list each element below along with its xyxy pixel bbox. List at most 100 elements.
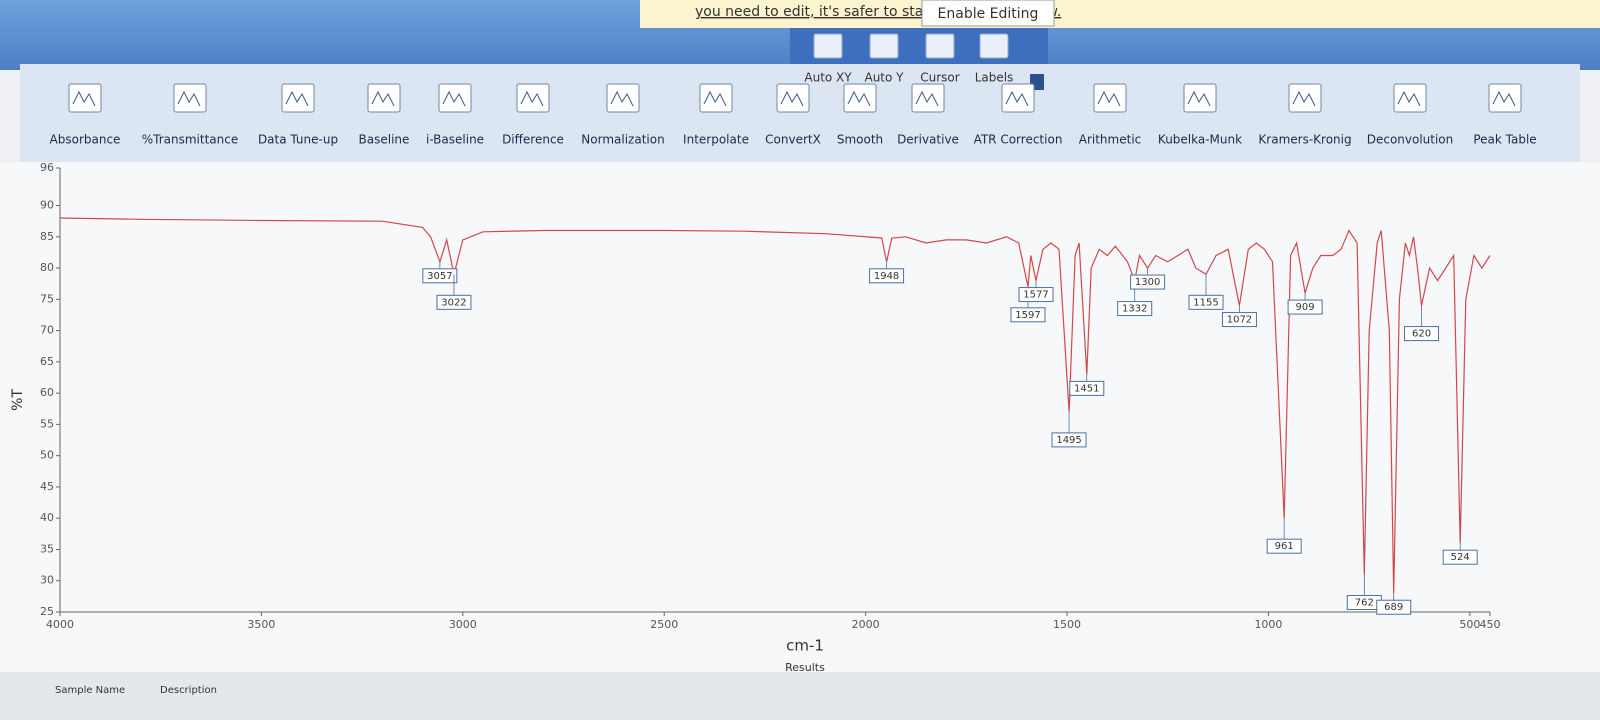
tool-glyph[interactable] (520, 90, 544, 107)
x-tick-label: 2000 (852, 618, 880, 631)
tool-glyph[interactable] (72, 90, 96, 107)
peak-label-box (1010, 307, 1046, 323)
sample-name-header[interactable]: Sample Name (55, 685, 125, 696)
peak-label: 1577 (1023, 290, 1048, 301)
enable-editing-label[interactable]: Enable Editing (938, 6, 1039, 22)
tool-icon[interactable] (438, 83, 472, 113)
y-tick-label: 40 (40, 511, 54, 524)
tool-label[interactable]: Arithmetic (1079, 133, 1142, 147)
tool-label[interactable]: Derivative (897, 133, 959, 147)
results-caption: Results (785, 661, 825, 674)
peak-label: 1300 (1135, 277, 1160, 288)
tool-icon[interactable] (699, 83, 733, 113)
y-tick-label: 80 (40, 261, 54, 274)
tool-icon[interactable] (1488, 83, 1522, 113)
y-tick-label: 50 (40, 449, 54, 462)
enable-editing-button[interactable] (921, 0, 1055, 27)
tool-label[interactable]: Kramers-Kronig (1258, 133, 1351, 147)
tool-icon[interactable] (516, 83, 550, 113)
peak-label: 762 (1355, 597, 1374, 608)
tool-label[interactable]: Difference (502, 133, 564, 147)
y-tick-label: 45 (40, 480, 54, 493)
x-tick-label: 3000 (449, 618, 477, 631)
x-tick-label: 500 (1459, 618, 1480, 631)
tool-icon[interactable] (911, 83, 945, 113)
tool-icon[interactable] (1093, 83, 1127, 113)
tool-icon[interactable] (367, 83, 401, 113)
tool-label[interactable]: i-Baseline (426, 133, 484, 147)
view-tool-label[interactable]: Auto Y (864, 71, 904, 85)
peak-label-box (1069, 380, 1105, 396)
peak-label: 1072 (1227, 315, 1252, 326)
peak-label: 3022 (441, 297, 466, 308)
view-tool-label[interactable]: Labels (975, 71, 1014, 85)
tool-icon[interactable] (1183, 83, 1217, 113)
peak-label: 524 (1451, 552, 1470, 563)
peak-label-box (1221, 312, 1257, 328)
tool-icon[interactable] (1393, 83, 1427, 113)
tool-glyph[interactable] (915, 90, 939, 107)
peak-label-box (1018, 287, 1054, 303)
y-tick-label: 60 (40, 386, 54, 399)
tool-label[interactable]: Peak Table (1473, 133, 1536, 147)
tool-glyph[interactable] (1187, 90, 1211, 107)
view-tool-icon[interactable] (979, 33, 1009, 59)
tool-icon[interactable] (173, 83, 207, 113)
peak-label-box (422, 268, 458, 284)
tool-label[interactable]: ATR Correction (974, 133, 1063, 147)
view-tool-icon[interactable] (813, 33, 843, 59)
peak-label-box (1188, 294, 1224, 310)
tool-glyph[interactable] (780, 90, 804, 107)
results-panel (0, 672, 1600, 720)
tool-icon[interactable] (776, 83, 810, 113)
tool-label[interactable]: Deconvolution (1367, 133, 1454, 147)
x-axis-title: cm-1 (786, 637, 824, 655)
tool-glyph[interactable] (371, 90, 395, 107)
tool-label[interactable]: Interpolate (683, 133, 749, 147)
tool-glyph[interactable] (442, 90, 466, 107)
tool-glyph[interactable] (1292, 90, 1316, 107)
view-tool-label[interactable]: Cursor (920, 71, 960, 85)
tool-icon[interactable] (843, 83, 877, 113)
tool-label[interactable]: %Transmittance (142, 133, 239, 147)
chart-area (0, 162, 1600, 672)
tool-glyph[interactable] (177, 90, 201, 107)
tool-label[interactable]: ConvertX (765, 133, 821, 147)
tool-glyph[interactable] (1097, 90, 1121, 107)
peak-label: 620 (1412, 329, 1431, 340)
tool-glyph[interactable] (610, 90, 634, 107)
peak-label: 3057 (427, 271, 452, 282)
tool-icon[interactable] (606, 83, 640, 113)
y-tick-label: 35 (40, 542, 54, 555)
tool-icon[interactable] (281, 83, 315, 113)
tool-glyph[interactable] (285, 90, 309, 107)
tool-label[interactable]: Data Tune-up (258, 133, 338, 147)
tool-icon[interactable] (1001, 83, 1035, 113)
description-header[interactable]: Description (160, 685, 217, 696)
peak-label-box (1442, 549, 1478, 565)
tool-label[interactable]: Absorbance (50, 133, 121, 147)
protected-view-bar (640, 0, 1600, 28)
tool-glyph[interactable] (1397, 90, 1421, 107)
tool-glyph[interactable] (847, 90, 871, 107)
x-tick-label: 3500 (247, 618, 275, 631)
tool-label[interactable]: Smooth (837, 133, 883, 147)
tool-glyph[interactable] (703, 90, 727, 107)
view-tool-icon[interactable] (925, 33, 955, 59)
y-axis-title: %T (10, 389, 26, 411)
tool-label[interactable]: Baseline (359, 133, 410, 147)
view-tool-label[interactable]: Auto XY (804, 71, 852, 85)
tool-label[interactable]: Kubelka-Munk (1158, 133, 1242, 147)
tool-label[interactable]: Normalization (581, 133, 664, 147)
view-tool-icon[interactable] (869, 33, 899, 59)
x-tick-label: 450 (1480, 618, 1501, 631)
peak-label-box (1404, 326, 1440, 342)
tool-icon[interactable] (1288, 83, 1322, 113)
peak-label: 909 (1296, 302, 1315, 313)
tool-icon[interactable] (68, 83, 102, 113)
peak-label: 961 (1275, 541, 1294, 552)
spectrum-line (59, 217, 1491, 594)
tool-glyph[interactable] (1005, 90, 1029, 107)
tool-glyph[interactable] (1492, 90, 1516, 107)
